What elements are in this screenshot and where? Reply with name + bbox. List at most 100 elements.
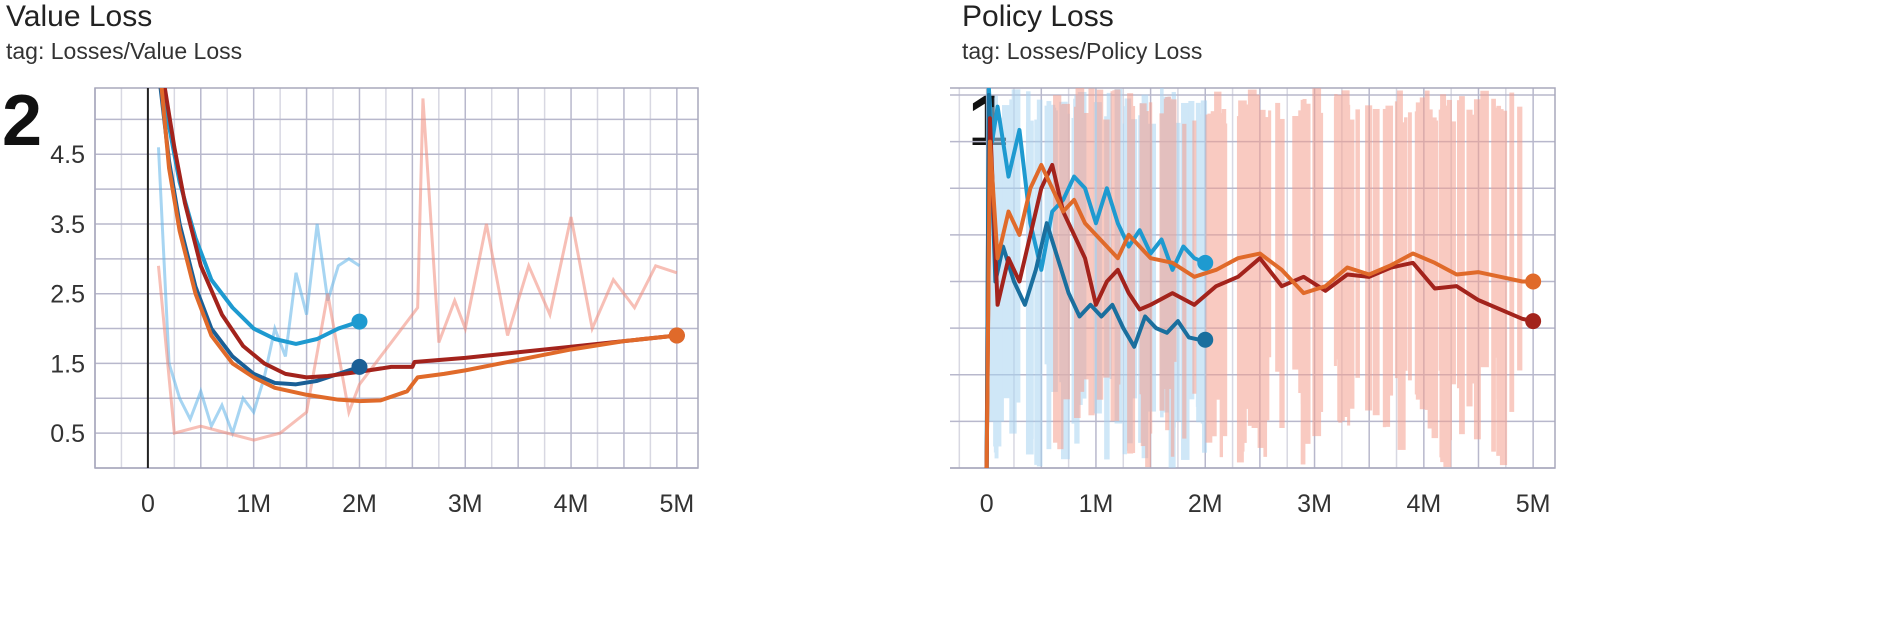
raw-series-bar bbox=[1340, 102, 1346, 355]
y-tick-label: 2.5 bbox=[50, 281, 85, 309]
raw-series-bar bbox=[1372, 108, 1380, 416]
x-tick-label: 4M bbox=[1406, 490, 1441, 518]
series-endpoint bbox=[1197, 331, 1214, 348]
raw-series-bar bbox=[1088, 88, 1095, 416]
x-tick-label: 3M bbox=[1297, 490, 1332, 518]
chart-title: Policy Loss bbox=[962, 0, 1114, 33]
y-tick-label: 3.5 bbox=[50, 211, 85, 239]
raw-series-bar bbox=[1473, 99, 1481, 440]
raw-series-bar bbox=[1275, 102, 1281, 372]
raw-series-bar bbox=[1365, 105, 1373, 411]
series-line-1 bbox=[984, 92, 1208, 468]
series-line-0 bbox=[984, 88, 1208, 468]
raw-series-bar bbox=[1312, 88, 1322, 437]
raw-series-bar bbox=[1303, 103, 1311, 444]
raw-series-bar bbox=[1480, 90, 1489, 368]
raw-series-bar bbox=[1385, 105, 1394, 396]
raw-series-bar bbox=[1492, 107, 1499, 358]
raw-series-bar bbox=[1440, 94, 1447, 402]
raw-series-bar bbox=[1145, 111, 1151, 468]
raw-series-bar bbox=[1414, 111, 1420, 395]
raw-series-bar bbox=[1407, 112, 1412, 381]
raw-series-bar bbox=[1292, 115, 1300, 370]
raw-series-bar bbox=[1429, 117, 1437, 382]
x-tick-label: 2M bbox=[1188, 490, 1223, 518]
x-tick-label: 0 bbox=[141, 490, 155, 518]
raw-series-line bbox=[156, 98, 678, 442]
raw-series-bar bbox=[1397, 122, 1406, 450]
raw-series-bar bbox=[1347, 119, 1355, 409]
plot-area bbox=[156, 88, 679, 442]
x-tick-label: 0 bbox=[980, 490, 994, 518]
y-tick-label: 0.5 bbox=[50, 420, 85, 448]
x-tick-label: 5M bbox=[1516, 490, 1551, 518]
raw-series-bar bbox=[1184, 107, 1189, 426]
raw-series-bar bbox=[1011, 89, 1021, 403]
raw-series-bar bbox=[988, 107, 997, 422]
raw-series-bar bbox=[1214, 91, 1222, 374]
raw-series-bar bbox=[1298, 110, 1303, 394]
x-tick-label: 3M bbox=[448, 490, 483, 518]
raw-series-bar bbox=[1355, 109, 1360, 378]
raw-series-bar bbox=[1333, 97, 1337, 367]
chart-subtitle: tag: Losses/Value Loss bbox=[6, 38, 243, 64]
series-line-3 bbox=[159, 88, 679, 404]
raw-series-bar bbox=[1169, 99, 1177, 362]
plot-area bbox=[984, 88, 1536, 468]
x-tick-label: 2M bbox=[342, 490, 377, 518]
raw-series-bar bbox=[1053, 95, 1062, 443]
series-line-1 bbox=[158, 88, 362, 387]
series-endpoint bbox=[1525, 313, 1542, 330]
series-endpoint bbox=[1525, 273, 1542, 290]
raw-series-bar bbox=[1509, 92, 1515, 412]
raw-series-line bbox=[156, 147, 361, 438]
raw-series-bar bbox=[1257, 109, 1266, 448]
raw-series-bar bbox=[1173, 122, 1181, 422]
series-endpoint bbox=[668, 327, 685, 344]
raw-series-bar bbox=[1268, 110, 1272, 358]
raw-series-bar bbox=[1205, 114, 1213, 443]
raw-series-bar bbox=[1347, 104, 1351, 426]
raw-series-bar bbox=[1499, 110, 1508, 466]
panel-marker: 2 bbox=[2, 81, 43, 161]
raw-series-bar bbox=[1182, 123, 1187, 439]
raw-series-bar bbox=[1034, 119, 1040, 465]
series-line-3 bbox=[984, 139, 1536, 468]
x-tick-label: 1M bbox=[236, 490, 271, 518]
series-endpoint bbox=[351, 358, 368, 375]
raw-series-bar bbox=[1517, 106, 1523, 371]
raw-series-bar bbox=[1221, 109, 1227, 390]
x-tick-label: 5M bbox=[659, 490, 694, 518]
series-line-2 bbox=[984, 116, 1536, 468]
value-loss-panel: Value Loss tag: Losses/Value Loss 2 0 1M 2… bbox=[2, 0, 699, 518]
raw-series-bar bbox=[1188, 100, 1195, 400]
plot-frame bbox=[950, 87, 1556, 469]
chart-title: Value Loss bbox=[6, 0, 153, 33]
x-tick-label: 1M bbox=[1079, 490, 1114, 518]
raw-series-bar bbox=[1419, 97, 1425, 410]
series-endpoint bbox=[1197, 254, 1214, 271]
raw-series-bar bbox=[1114, 89, 1121, 374]
raw-series-bar bbox=[1096, 89, 1104, 400]
y-tick-label: 1.5 bbox=[50, 350, 85, 378]
y-tick-label: 4.5 bbox=[50, 141, 85, 169]
raw-series-bar bbox=[1210, 111, 1217, 437]
raw-series-bar bbox=[1466, 109, 1473, 407]
raw-series-bar bbox=[1341, 90, 1350, 418]
x-tick-label: 4M bbox=[554, 490, 589, 518]
raw-series-bar bbox=[1131, 105, 1136, 453]
raw-series-bar bbox=[1239, 109, 1247, 400]
raw-series-bar bbox=[1244, 112, 1252, 368]
plot-frame bbox=[94, 87, 699, 469]
raw-series-bar bbox=[1074, 106, 1081, 419]
series-endpoint bbox=[351, 313, 368, 330]
raw-series-bar bbox=[1100, 119, 1110, 378]
raw-series-bar bbox=[1127, 93, 1134, 454]
raw-series-bar bbox=[1470, 114, 1478, 384]
raw-series-bar bbox=[1404, 117, 1408, 371]
raw-series-bar bbox=[1123, 106, 1128, 451]
raw-series-bar bbox=[1202, 111, 1208, 453]
value-loss-chart: 0 1M 2M 3M 4M 5M 0.5 1.5 2.5 3.5 4.5 bbox=[50, 87, 699, 518]
